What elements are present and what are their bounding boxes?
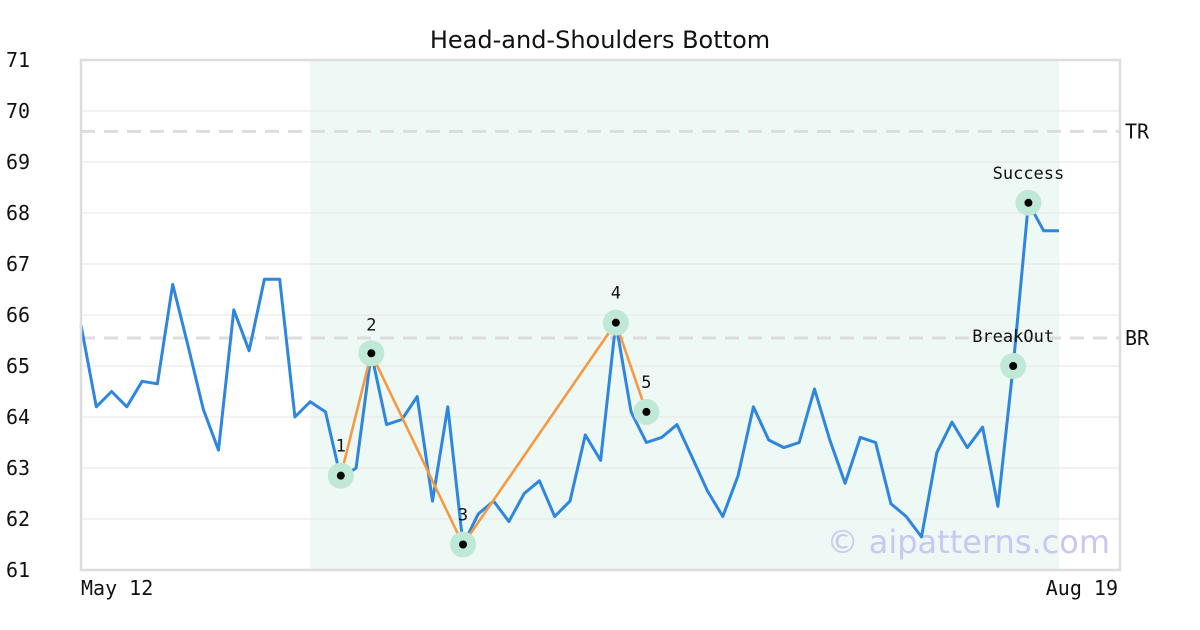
y-tick-label: 65 bbox=[6, 354, 30, 378]
y-tick-label: 61 bbox=[6, 558, 30, 582]
x-tick-label-end: Aug 19 bbox=[1046, 576, 1118, 600]
marker-label: 2 bbox=[366, 315, 376, 335]
reference-line-label: TR bbox=[1125, 119, 1150, 143]
y-tick-label: 64 bbox=[6, 405, 30, 429]
marker-dot bbox=[459, 540, 468, 549]
marker-label: 3 bbox=[458, 506, 468, 526]
marker-label: 1 bbox=[336, 437, 346, 457]
price-line bbox=[79, 201, 1059, 546]
marker-dot bbox=[1024, 198, 1033, 207]
marker-label: BreakOut bbox=[972, 327, 1054, 347]
marker-label: 4 bbox=[611, 284, 621, 304]
y-tick-label: 67 bbox=[6, 252, 30, 276]
y-tick-label: 62 bbox=[6, 507, 30, 531]
marker-dot bbox=[611, 318, 620, 327]
marker-dot bbox=[1009, 362, 1018, 370]
y-axis: 61 62 63 64 65 66 67 68 69 70 71 bbox=[6, 48, 30, 582]
pattern-markers: 1 2 3 4 5 BreakOut Success bbox=[327, 164, 1065, 558]
reference-line-label: BR bbox=[1125, 326, 1150, 350]
plot-frame bbox=[79, 58, 1122, 572]
y-tick-label: 68 bbox=[6, 201, 30, 225]
y-tick-label: 63 bbox=[6, 456, 30, 480]
y-tick-label: 66 bbox=[6, 303, 30, 327]
x-tick-label-start: May 12 bbox=[81, 576, 153, 600]
chart-title: Head-and-Shoulders Bottom bbox=[430, 26, 770, 54]
y-tick-label: 70 bbox=[6, 99, 30, 123]
y-tick-label: 69 bbox=[6, 150, 30, 174]
marker-dot bbox=[336, 471, 345, 480]
marker-label: 5 bbox=[641, 373, 651, 393]
watermark: © aipatterns.com bbox=[827, 523, 1110, 561]
marker-label: Success bbox=[993, 164, 1065, 184]
x-axis: May 12 Aug 19 bbox=[81, 576, 1118, 600]
marker-dot bbox=[642, 407, 651, 416]
marker-dot bbox=[367, 349, 376, 358]
reference-lines: TR BR bbox=[81, 119, 1150, 350]
y-tick-label: 71 bbox=[6, 48, 30, 72]
